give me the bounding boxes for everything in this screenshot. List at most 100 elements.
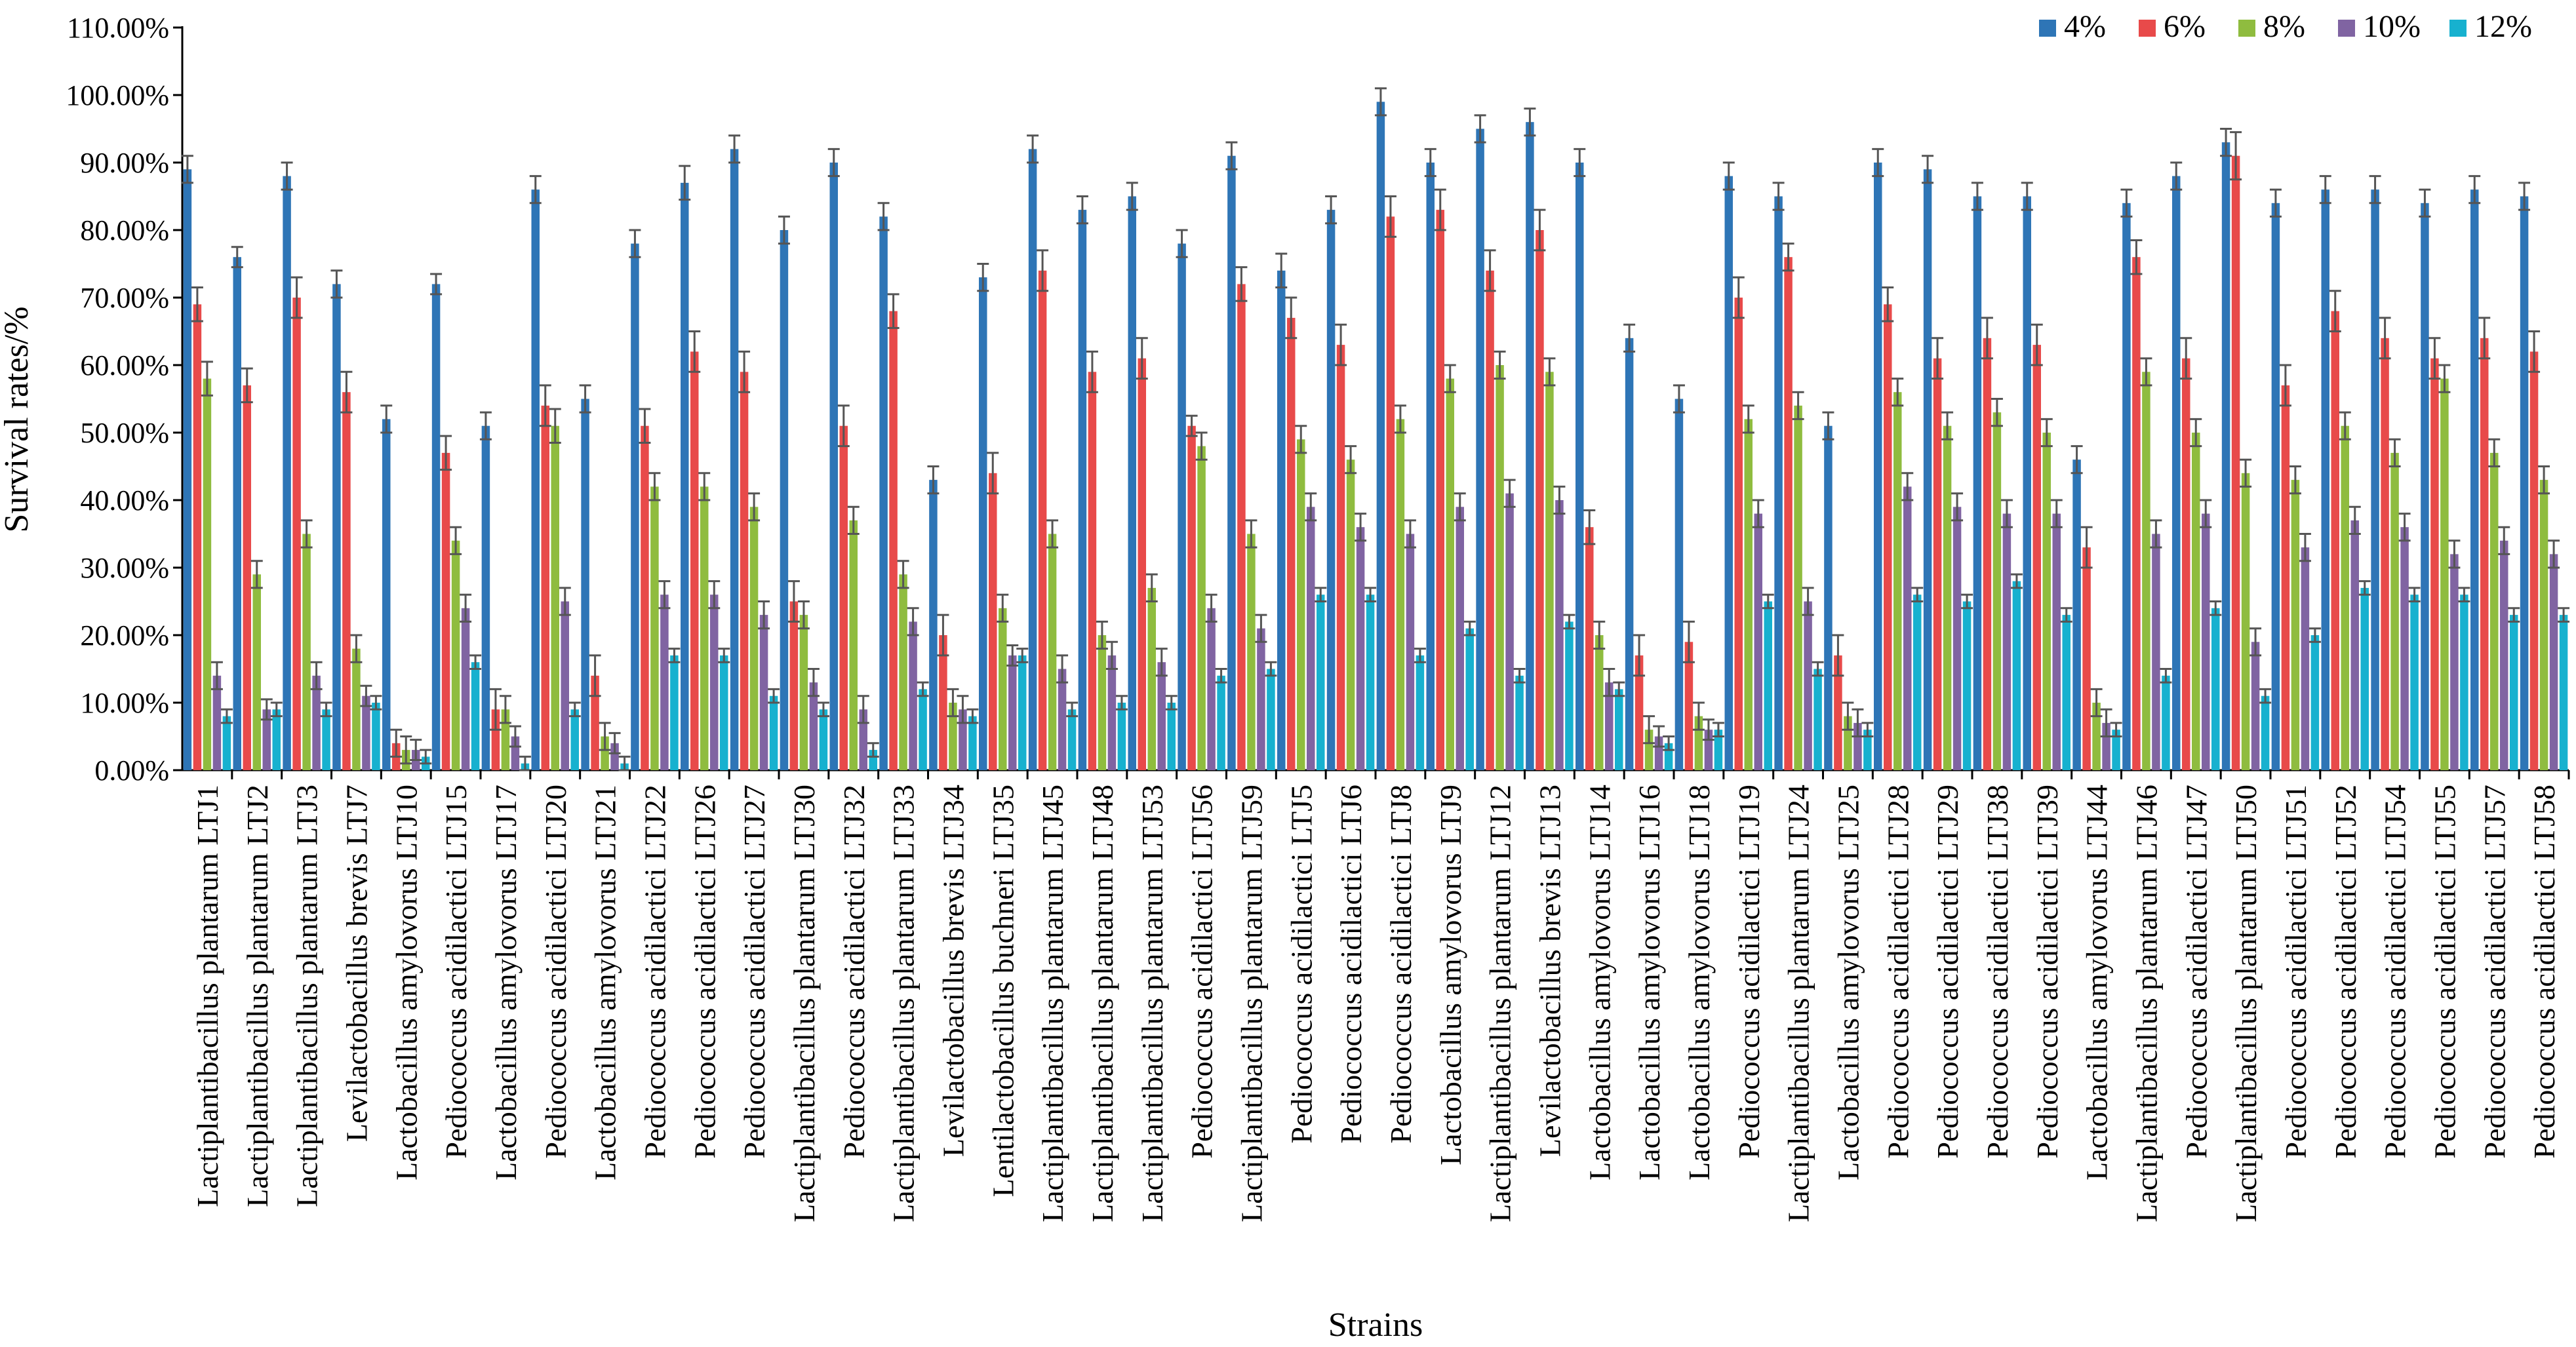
bar-8pct bbox=[999, 608, 1007, 770]
bar-8pct bbox=[2440, 378, 2449, 770]
bar-8pct bbox=[601, 736, 609, 770]
category-label: Pediococcus acidilactici LTJ6 bbox=[1334, 785, 1368, 1144]
y-axis-title: Survival rates/% bbox=[0, 306, 35, 532]
bar-12pct bbox=[2310, 635, 2320, 770]
bar-12pct bbox=[2559, 615, 2568, 770]
bar-4pct bbox=[382, 419, 391, 770]
bar-6pct bbox=[1784, 257, 1793, 770]
bar-10pct bbox=[1406, 534, 1415, 770]
y-tick-label: 50.00% bbox=[80, 417, 169, 449]
bar-6pct bbox=[292, 298, 301, 770]
bar-6pct bbox=[1486, 270, 1494, 770]
bar-4pct bbox=[929, 480, 938, 770]
legend-swatch bbox=[2449, 20, 2467, 37]
bar-6pct bbox=[2480, 338, 2489, 770]
bar-6pct bbox=[1038, 270, 1047, 770]
y-tick-label: 30.00% bbox=[80, 552, 169, 584]
y-tick-label: 70.00% bbox=[80, 282, 169, 314]
bar-6pct bbox=[1834, 655, 1842, 770]
bar-4pct bbox=[2072, 459, 2081, 770]
bar-10pct bbox=[1903, 486, 1912, 770]
bar-12pct bbox=[869, 750, 877, 770]
bar-6pct bbox=[2430, 358, 2439, 770]
legend-swatch bbox=[2238, 20, 2255, 37]
bar-12pct bbox=[720, 655, 728, 770]
bar-4pct bbox=[1774, 196, 1783, 770]
bar-4pct bbox=[2470, 189, 2479, 770]
bar-10pct bbox=[1107, 655, 1117, 770]
bar-10pct bbox=[1356, 527, 1365, 770]
bar-4pct bbox=[730, 149, 739, 770]
bar-6pct bbox=[2182, 358, 2190, 770]
bar-8pct bbox=[749, 507, 759, 770]
bar-6pct bbox=[2231, 155, 2240, 770]
bar-6pct bbox=[839, 425, 848, 770]
bar-10pct bbox=[1257, 628, 1265, 770]
category-label: Lactiplantibacillus plantarum LTJ59 bbox=[1235, 785, 1268, 1222]
bar-12pct bbox=[819, 709, 828, 770]
bar-10pct bbox=[1307, 507, 1315, 770]
bar-4pct bbox=[1973, 196, 1982, 770]
bar-4pct bbox=[1128, 196, 1136, 770]
bar-4pct bbox=[631, 243, 639, 771]
bar-6pct bbox=[441, 452, 450, 770]
bar-12pct bbox=[1913, 595, 1922, 770]
bar-4pct bbox=[1376, 102, 1385, 771]
bar-10pct bbox=[1952, 507, 1962, 770]
category-label: Pediococcus acidilactici LTJ29 bbox=[1931, 785, 1964, 1159]
bar-10pct bbox=[610, 743, 619, 770]
bar-4pct bbox=[2371, 189, 2379, 770]
bar-6pct bbox=[1436, 210, 1444, 771]
bar-12pct bbox=[1515, 675, 1524, 770]
legend: 4% 6% 8% 10% 12% bbox=[2039, 9, 2532, 44]
bar-10pct bbox=[1008, 655, 1017, 770]
bar-8pct bbox=[1446, 378, 1454, 770]
bar-6pct bbox=[1585, 527, 1594, 770]
bar-6pct bbox=[939, 635, 947, 770]
bar-6pct bbox=[491, 709, 500, 770]
bar-10pct bbox=[511, 736, 520, 770]
bar-4pct bbox=[879, 216, 888, 770]
bar-6pct bbox=[989, 473, 997, 770]
bar-4pct bbox=[1575, 163, 1584, 770]
category-label: Lactiplantibacillus plantarum LTJ24 bbox=[1782, 785, 1815, 1222]
bar-10pct bbox=[759, 615, 768, 770]
bar-10pct bbox=[1058, 669, 1067, 770]
bar-8pct bbox=[203, 378, 212, 770]
bar-4pct bbox=[979, 277, 987, 771]
bar-10pct bbox=[312, 675, 321, 770]
bar-8pct bbox=[2142, 372, 2150, 770]
category-label: Lentilactobacillus buchneri LTJ35 bbox=[986, 785, 1020, 1197]
category-label: Pediococcus acidilactici LTJ5 bbox=[1284, 785, 1318, 1144]
bar-4pct bbox=[431, 284, 441, 770]
bar-4pct bbox=[1476, 128, 1484, 770]
bar-4pct bbox=[2421, 203, 2429, 770]
bar-8pct bbox=[949, 703, 957, 770]
y-tick-label: 110.00% bbox=[67, 12, 169, 44]
bar-10pct bbox=[1754, 513, 1762, 770]
bar-6pct bbox=[1734, 298, 1743, 770]
bar-4pct bbox=[481, 425, 490, 770]
bar-4pct bbox=[2172, 176, 2181, 771]
bar-8pct bbox=[1893, 392, 1902, 770]
bar-6pct bbox=[2331, 311, 2339, 771]
category-label: Lactobacillus amylovorus LTJ14 bbox=[1583, 785, 1616, 1181]
bar-8pct bbox=[352, 648, 361, 770]
bar-6pct bbox=[1088, 372, 1097, 770]
category-label: Pediococcus acidilactici LTJ28 bbox=[1881, 785, 1914, 1159]
bar-4pct bbox=[1724, 176, 1733, 771]
bar-8pct bbox=[1147, 587, 1156, 770]
bar-6pct bbox=[740, 372, 749, 770]
bar-10pct bbox=[2450, 554, 2459, 770]
bar-10pct bbox=[909, 621, 917, 770]
bar-6pct bbox=[889, 311, 898, 771]
y-tick-label: 100.00% bbox=[66, 79, 169, 111]
bar-6pct bbox=[1635, 655, 1644, 770]
bar-4pct bbox=[1526, 122, 1534, 770]
bar-12pct bbox=[222, 716, 231, 770]
bar-10pct bbox=[1456, 507, 1464, 770]
category-label: Lactobacillus amylovorus LTJ16 bbox=[1633, 785, 1666, 1181]
bar-8pct bbox=[899, 574, 907, 770]
axes: 0.00% 10.00% 20.00% 30.00% 40.00% 50.00% 60.00… bbox=[66, 12, 2569, 787]
bar-8pct bbox=[2539, 480, 2548, 770]
